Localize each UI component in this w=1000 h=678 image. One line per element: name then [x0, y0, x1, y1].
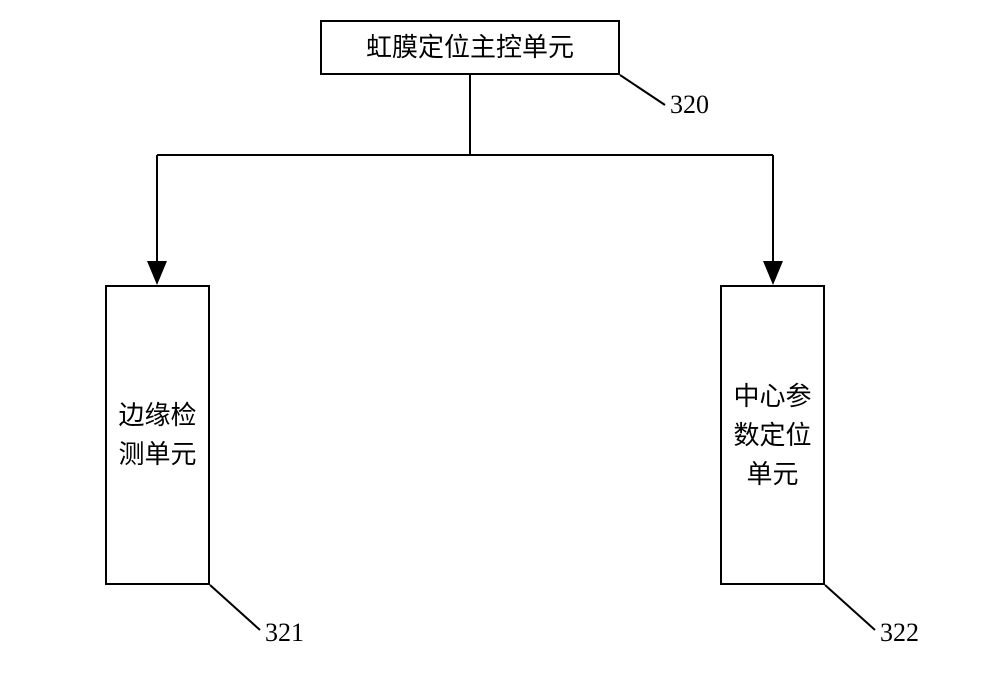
- ref-top: 320: [670, 90, 709, 120]
- node-right: 中心参 数定位 单元: [720, 285, 825, 585]
- diagram-container: 虹膜定位主控单元 边缘检 测单元 中心参 数定位 单元: [0, 0, 1000, 678]
- node-right-label: 中心参 数定位 单元: [725, 369, 819, 502]
- node-left: 边缘检 测单元: [105, 285, 210, 585]
- node-left-label: 边缘检 测单元: [110, 388, 204, 482]
- node-top: 虹膜定位主控单元: [320, 20, 620, 75]
- ref-right: 322: [880, 618, 919, 648]
- node-top-label: 虹膜定位主控单元: [366, 31, 574, 65]
- ref-left: 321: [265, 618, 304, 648]
